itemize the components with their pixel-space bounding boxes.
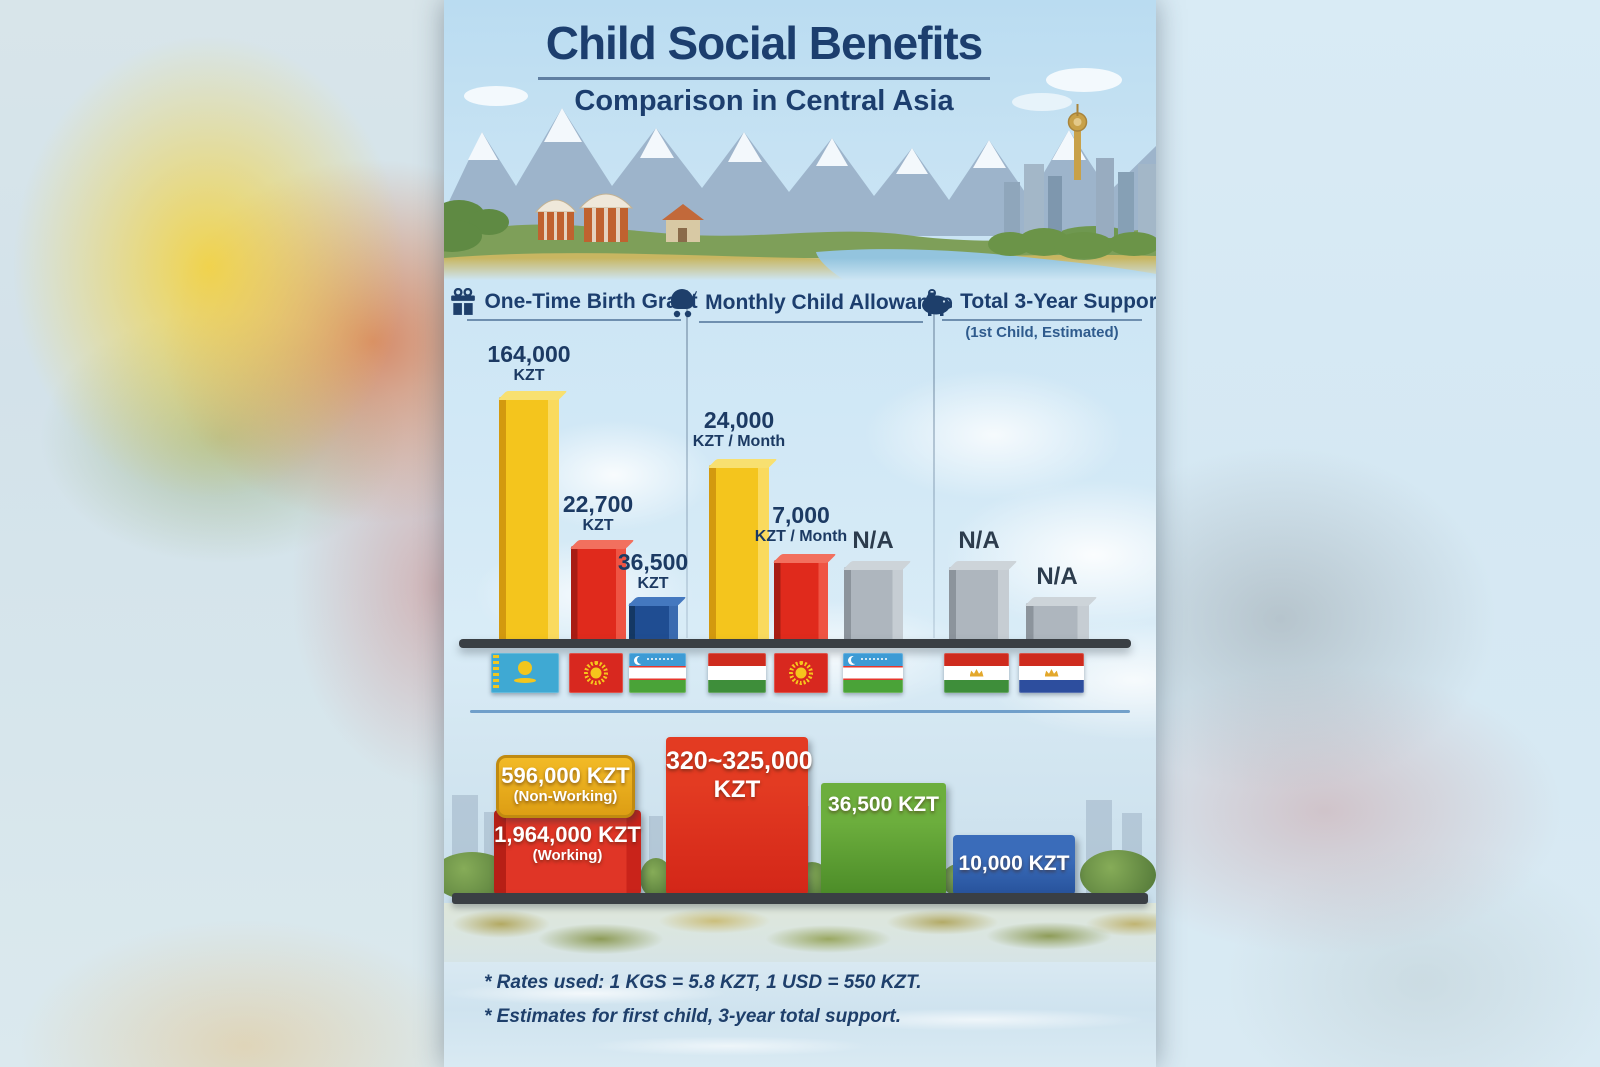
total-block-596000-non-working: 596,000 KZT (Non-Working) bbox=[496, 755, 635, 818]
city-skyline bbox=[1004, 104, 1156, 238]
bar-uzbekistan-monthly-allowance bbox=[844, 567, 903, 642]
cloud bbox=[464, 86, 528, 106]
kazakhstan-flag bbox=[491, 653, 559, 693]
title-divider bbox=[538, 77, 990, 80]
column-header-one-time-birth-grant: One-Time Birth Grant bbox=[451, 288, 698, 321]
piggy-bank-icon bbox=[922, 289, 953, 316]
blurred-backdrop-left bbox=[0, 0, 444, 1067]
uzbekistan-flag bbox=[843, 653, 903, 693]
bar-tajikistan-3year-support-1 bbox=[949, 567, 1009, 642]
bar-value-label: 24,000 KZT / Month bbox=[692, 407, 786, 450]
bar-value-label: 36,500 KZT bbox=[617, 549, 689, 592]
hut bbox=[662, 204, 704, 242]
column-underline bbox=[466, 319, 682, 321]
column-label: One-Time Birth Grant bbox=[484, 290, 698, 313]
meadow-band bbox=[444, 903, 1156, 963]
bar-value-label: N/A bbox=[852, 527, 894, 554]
kyrgyzstan-flag bbox=[569, 653, 623, 693]
poster-header: Child Social Benefits Comparison in Cent… bbox=[444, 16, 1084, 118]
bar-value-label: 22,700 KZT bbox=[562, 491, 634, 534]
bar-uzbekistan-birth-grant bbox=[629, 603, 678, 642]
footnote-rates: * Rates used: 1 KGS = 5.8 KZT, 1 USD = 5… bbox=[484, 972, 922, 993]
column-header-total-3-year-support: Total 3-Year Support (1st Child, Estimat… bbox=[922, 288, 1156, 341]
scene-fade bbox=[444, 258, 1156, 280]
column-underline bbox=[942, 319, 1142, 321]
bar-kyrgyzstan-monthly-allowance bbox=[774, 560, 828, 642]
yurts bbox=[534, 193, 634, 242]
bar-kyrgyzstan-birth-grant bbox=[571, 546, 626, 642]
column-label: Monthly Child Allowance bbox=[705, 291, 953, 314]
total-block-36500: 36,500 KZT bbox=[821, 783, 946, 895]
tajikistan-flag bbox=[708, 653, 766, 693]
gift-icon bbox=[451, 288, 476, 315]
footnote-estimates: * Estimates for first child, 3-year tota… bbox=[484, 1006, 902, 1027]
cloud bbox=[1046, 68, 1122, 92]
section-divider-line bbox=[470, 710, 1130, 713]
tajikistan-blue-variant-flag bbox=[1019, 653, 1084, 693]
total-block-10000: 10,000 KZT bbox=[953, 835, 1075, 895]
column-header-monthly-child-allowance: Monthly Child Allowance bbox=[671, 288, 953, 323]
landscape-illustration bbox=[444, 68, 1156, 280]
column-divider-1 bbox=[686, 290, 688, 638]
bar-tajikistan-monthly-allowance bbox=[709, 465, 769, 642]
total-block-320-325000: 320~325,000 KZT bbox=[666, 737, 813, 895]
blurred-backdrop-right bbox=[1156, 0, 1600, 1067]
column-sublabel: (1st Child, Estimated) bbox=[965, 324, 1119, 341]
infographic-poster: Child Social Benefits Comparison in Cent… bbox=[444, 0, 1156, 1067]
bar-tajikistan-3year-support-2 bbox=[1026, 603, 1089, 642]
bush bbox=[1080, 850, 1156, 900]
uzbekistan-flag bbox=[629, 653, 686, 693]
bar-value-label: 164,000 KZT bbox=[487, 341, 571, 384]
water-band bbox=[444, 962, 1156, 1067]
bar-value-label: 7,000 KZT / Month bbox=[754, 502, 848, 545]
cloud bbox=[1012, 93, 1072, 111]
bar-kazakhstan-birth-grant bbox=[499, 397, 559, 642]
trees bbox=[988, 228, 1156, 260]
page-subtitle: Comparison in Central Asia bbox=[574, 85, 954, 117]
stroller-icon bbox=[671, 289, 698, 318]
chart-baseline bbox=[459, 639, 1131, 648]
bar-value-label: N/A bbox=[958, 527, 1000, 554]
totals-baseline bbox=[452, 893, 1148, 904]
total-block-1964000-working: 1,964,000 KZT (Working) bbox=[494, 810, 641, 895]
column-label: Total 3-Year Support bbox=[960, 290, 1156, 313]
kyrgyzstan-flag bbox=[774, 653, 828, 693]
bar-value-label: N/A bbox=[1036, 563, 1078, 590]
column-divider-2 bbox=[933, 290, 935, 638]
tower bbox=[1074, 128, 1081, 180]
page-title: Child Social Benefits bbox=[545, 17, 984, 69]
tajikistan-emblem-flag bbox=[944, 653, 1009, 693]
column-underline bbox=[699, 321, 923, 323]
